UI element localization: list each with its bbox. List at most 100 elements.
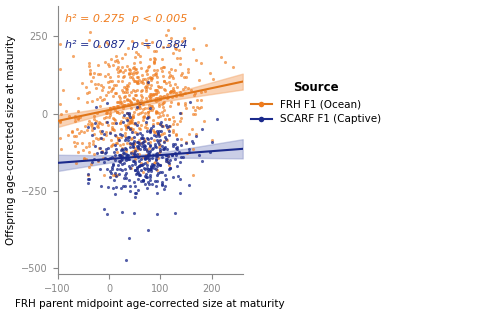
- Point: [99, 156, 107, 161]
- Point: [139, 170, 147, 175]
- Point: [132, 171, 140, 176]
- Point: [124, 135, 132, 140]
- Point: [136, 79, 144, 84]
- Point: [129, 152, 137, 157]
- Point: [153, 172, 161, 177]
- Point: [127, 166, 135, 171]
- Point: [162, 135, 170, 140]
- Point: [124, 72, 132, 77]
- Point: [115, 110, 123, 115]
- Point: [160, 99, 168, 104]
- Point: [71, 144, 79, 149]
- Point: [124, 92, 132, 97]
- Point: [120, 113, 128, 118]
- Point: [160, 131, 168, 136]
- Point: [206, 150, 214, 155]
- Point: [107, 138, 115, 143]
- Point: [147, 135, 155, 140]
- Point: [193, 98, 201, 103]
- Point: [123, 153, 131, 158]
- Point: [126, 74, 134, 79]
- Point: [110, 141, 118, 146]
- Point: [144, 185, 152, 190]
- Point: [124, 101, 132, 106]
- Point: [158, 123, 166, 128]
- Point: [150, 133, 158, 138]
- Point: [156, 147, 164, 152]
- Point: [162, 159, 170, 164]
- Point: [116, 69, 124, 74]
- Point: [136, 101, 144, 106]
- Point: [116, 68, 124, 73]
- Point: [114, 59, 122, 64]
- Point: [134, 144, 142, 149]
- Point: [162, 32, 170, 37]
- Point: [129, 113, 137, 118]
- Point: [90, 132, 98, 137]
- Point: [154, 170, 162, 175]
- Point: [172, 45, 179, 50]
- Point: [126, 68, 134, 73]
- Point: [88, 133, 96, 138]
- Point: [170, 75, 177, 80]
- Point: [128, 119, 136, 124]
- Point: [138, 79, 146, 84]
- Point: [82, 124, 90, 129]
- Point: [151, 144, 159, 149]
- Point: [153, 88, 161, 93]
- Point: [132, 167, 140, 172]
- Point: [118, 155, 126, 160]
- Point: [164, 129, 172, 134]
- Point: [196, 60, 204, 65]
- Point: [87, 123, 95, 128]
- Point: [134, 70, 141, 75]
- Point: [159, 64, 167, 69]
- Point: [131, 152, 139, 158]
- Point: [167, 88, 175, 93]
- Point: [108, 105, 116, 110]
- Point: [197, 98, 205, 103]
- Point: [143, 126, 151, 131]
- Point: [98, 83, 106, 88]
- Point: [114, 163, 122, 168]
- Point: [98, 149, 106, 154]
- Point: [85, 63, 93, 68]
- Point: [162, 117, 170, 122]
- Point: [160, 107, 168, 112]
- Point: [126, 140, 134, 145]
- Point: [119, 106, 127, 111]
- Point: [120, 150, 128, 155]
- Point: [100, 207, 108, 212]
- Point: [118, 209, 126, 214]
- Point: [136, 100, 144, 105]
- Point: [176, 191, 184, 196]
- Point: [127, 125, 135, 130]
- Point: [146, 169, 154, 174]
- Point: [91, 81, 99, 86]
- Point: [192, 133, 200, 138]
- Point: [121, 51, 129, 56]
- Point: [99, 84, 107, 89]
- Point: [112, 147, 120, 152]
- Point: [164, 91, 172, 96]
- Point: [104, 156, 112, 161]
- Point: [126, 70, 134, 75]
- Point: [68, 129, 76, 135]
- Point: [143, 129, 151, 134]
- Point: [164, 126, 172, 131]
- Point: [73, 140, 81, 146]
- Point: [152, 90, 160, 95]
- Point: [126, 121, 134, 126]
- Point: [141, 105, 149, 110]
- Point: [133, 151, 141, 156]
- Point: [82, 90, 90, 95]
- Point: [116, 159, 124, 164]
- Point: [83, 128, 91, 133]
- Point: [197, 105, 205, 110]
- Point: [130, 135, 138, 140]
- Point: [186, 182, 194, 187]
- Point: [84, 173, 92, 178]
- Point: [168, 66, 175, 72]
- Point: [149, 93, 157, 98]
- Point: [146, 130, 154, 135]
